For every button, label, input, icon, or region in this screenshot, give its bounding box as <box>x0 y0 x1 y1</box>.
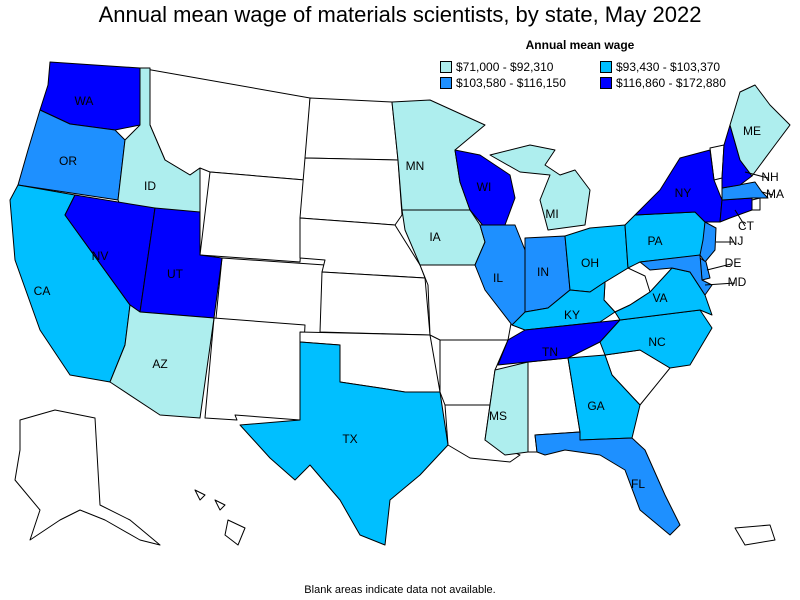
label-in: IN <box>537 265 549 279</box>
legend-swatch <box>600 77 612 89</box>
state-labels: WA OR ID CA NV UT AZ TX MN IA WI IL MI I… <box>34 94 784 491</box>
state-nd <box>304 97 399 161</box>
legend-label: $71,000 - $92,310 <box>456 60 554 74</box>
legend-title: Annual mean wage <box>525 38 635 52</box>
legend-item: $71,000 - $92,310 <box>440 60 600 74</box>
label-tx: TX <box>342 432 357 446</box>
legend-item: $93,430 - $103,370 <box>600 60 760 74</box>
label-md: MD <box>728 275 747 289</box>
label-ms: MS <box>489 409 507 423</box>
state-sd <box>299 157 403 226</box>
state-nm <box>204 317 306 421</box>
label-pa: PA <box>647 234 662 248</box>
legend-swatch <box>440 77 452 89</box>
label-nh: NH <box>761 170 778 184</box>
label-va: VA <box>652 291 667 305</box>
legend-item: $103,580 - $116,150 <box>440 76 600 90</box>
label-mn: MN <box>406 159 425 173</box>
label-ga: GA <box>587 399 604 413</box>
state-ak <box>14 409 161 546</box>
legend-label: $93,430 - $103,370 <box>616 60 721 74</box>
state-ms <box>484 361 529 456</box>
label-oh: OH <box>581 256 599 270</box>
state-hi <box>194 489 246 546</box>
label-nv: NV <box>92 249 109 263</box>
page-title: Annual mean wage of materials scientists… <box>98 2 702 27</box>
label-leaders <box>704 171 774 286</box>
state-az <box>109 304 215 419</box>
label-ky: KY <box>564 308 580 322</box>
legend: Annual mean wage $71,000 - $92,310 $93,4… <box>440 38 780 90</box>
label-or: OR <box>59 154 77 168</box>
territory-pr <box>734 524 776 546</box>
label-ct: CT <box>738 219 755 233</box>
state-ks <box>319 271 431 336</box>
state-id <box>117 67 201 216</box>
label-tn: TN <box>542 345 558 359</box>
label-ma: MA <box>766 187 784 201</box>
legend-items: $71,000 - $92,310 $93,430 - $103,370 $10… <box>440 60 780 90</box>
label-az: AZ <box>152 357 167 371</box>
state-mi <box>489 144 591 231</box>
footnote: Blank areas indicate data not available. <box>304 584 496 596</box>
legend-label: $116,860 - $172,880 <box>616 76 726 90</box>
label-wi: WI <box>477 180 492 194</box>
label-me: ME <box>743 124 761 138</box>
legend-label: $103,580 - $116,150 <box>456 76 566 90</box>
label-ny: NY <box>675 186 692 200</box>
label-ia: IA <box>429 230 440 244</box>
state-ri <box>751 197 761 211</box>
state-ny <box>634 149 723 223</box>
legend-swatch <box>440 61 452 73</box>
legend-swatch <box>600 61 612 73</box>
label-de: DE <box>725 256 742 270</box>
state-wy <box>199 171 306 263</box>
label-il: IL <box>493 271 503 285</box>
label-ut: UT <box>167 267 184 281</box>
label-id: ID <box>144 179 156 193</box>
state-fl <box>534 431 681 536</box>
label-nc: NC <box>648 335 666 349</box>
label-nj: NJ <box>729 234 744 248</box>
legend-item: $116,860 - $172,880 <box>600 76 760 90</box>
state-me <box>729 84 791 177</box>
label-wa: WA <box>75 94 94 108</box>
state-md <box>639 254 713 296</box>
label-mi: MI <box>545 207 558 221</box>
state-tx <box>239 341 449 546</box>
label-ca: CA <box>34 284 51 298</box>
label-fl: FL <box>631 477 645 491</box>
